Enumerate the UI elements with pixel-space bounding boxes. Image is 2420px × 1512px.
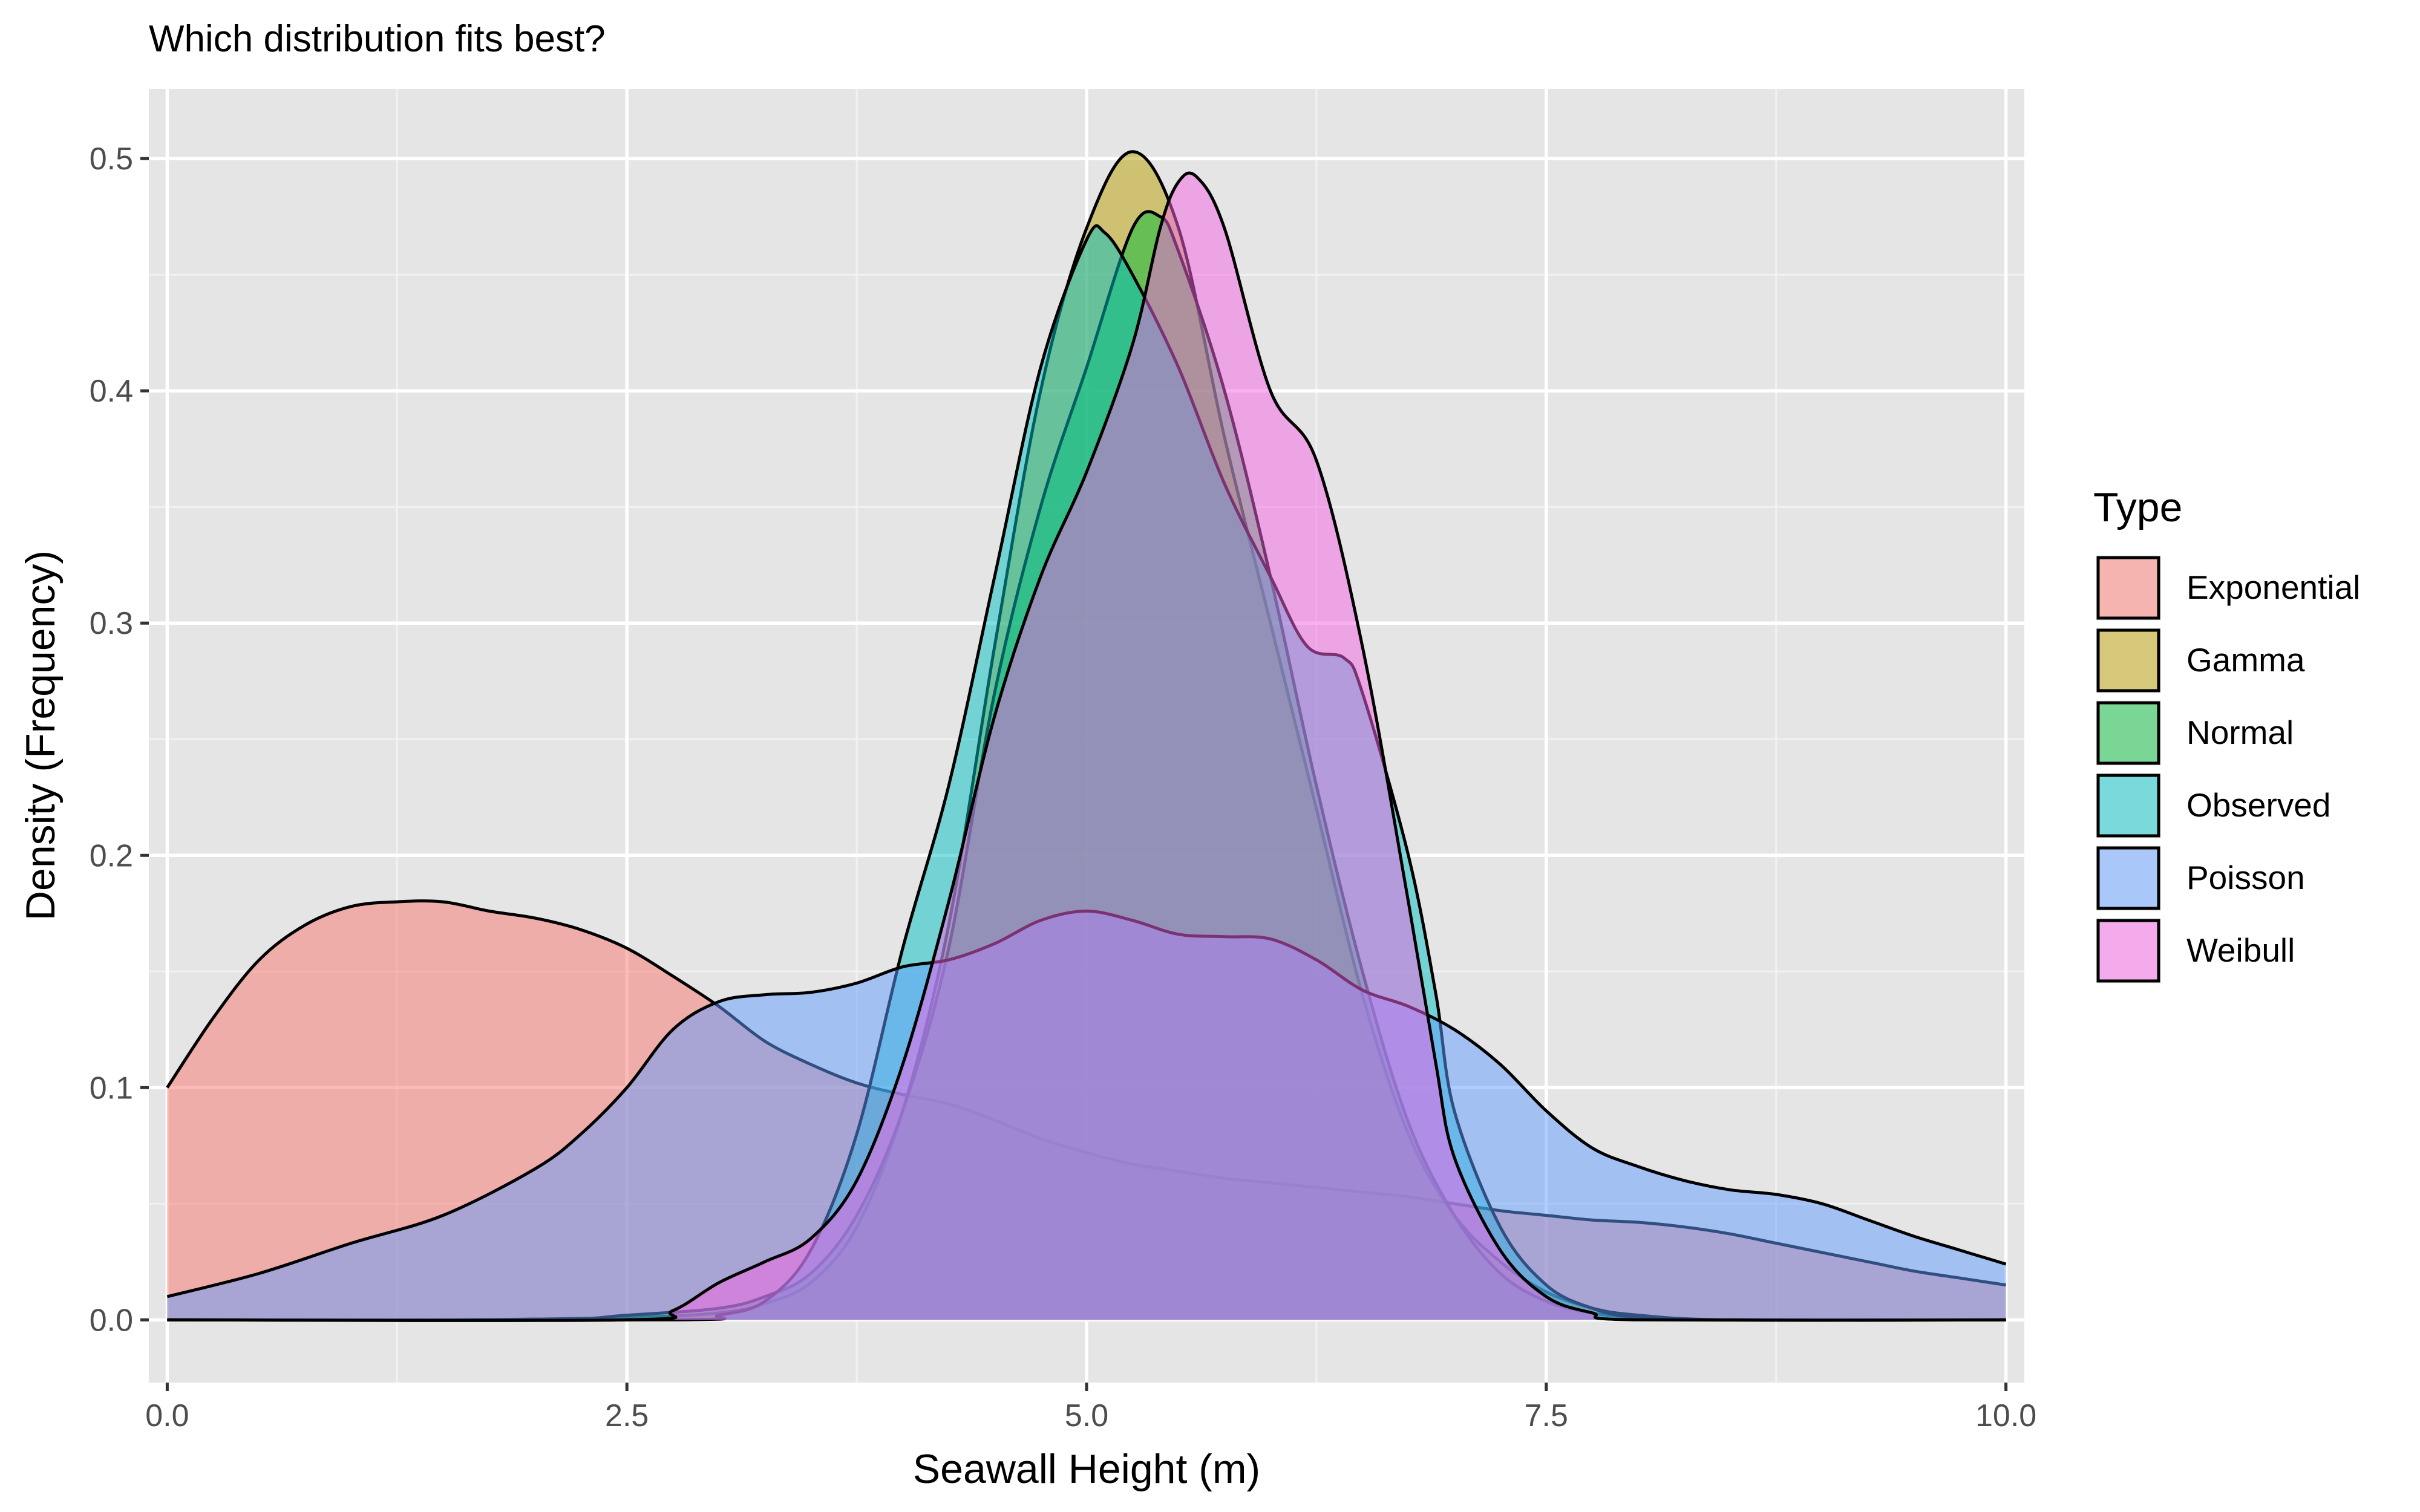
y-tick-label: 0.2 (90, 838, 133, 873)
legend: Type Exponential Gamma Normal Observed Poiss… (2093, 484, 2360, 983)
y-tick-label: 0.3 (90, 606, 133, 641)
y-tick-label: 0.1 (90, 1070, 133, 1106)
legend-title: Type (2093, 484, 2182, 530)
legend-label-poisson: Poisson (2186, 859, 2305, 896)
chart-title: Which distribution fits best? (149, 18, 606, 60)
y-tick-label: 0.0 (90, 1303, 133, 1338)
series-layer (166, 150, 2007, 1322)
y-axis-label: Density (Frequency) (18, 550, 64, 921)
x-tick-label: 7.5 (1525, 1398, 1568, 1433)
y-tick-label: 0.5 (90, 142, 133, 177)
legend-swatch-poisson (2096, 846, 2160, 910)
legend-label-normal: Normal (2186, 714, 2294, 751)
y-axis: 0.0 0.1 0.2 0.3 0.4 0.5 (90, 142, 149, 1338)
x-tick-label: 5.0 (1065, 1398, 1108, 1433)
x-axis-label: Seawall Height (m) (913, 1446, 1260, 1492)
legend-label-exponential: Exponential (2186, 569, 2360, 606)
x-axis: 0.0 2.5 5.0 7.5 10.0 (145, 1383, 2036, 1433)
x-tick-label: 0.0 (145, 1398, 189, 1433)
legend-swatch-exponential (2096, 556, 2160, 620)
density-area-weibull (167, 172, 2006, 1321)
legend-items: Exponential Gamma Normal Observed Poisson Wei… (2096, 555, 2360, 983)
density-line-weibull (167, 171, 2006, 1322)
legend-label-weibull: Weibull (2186, 931, 2295, 969)
y-tick-label: 0.4 (90, 374, 133, 409)
legend-label-gamma: Gamma (2186, 641, 2305, 679)
legend-swatch-weibull (2096, 919, 2160, 983)
legend-label-observed: Observed (2186, 786, 2330, 824)
legend-swatch-normal (2096, 701, 2160, 765)
x-tick-label: 10.0 (1975, 1398, 2036, 1433)
x-tick-label: 2.5 (605, 1398, 649, 1433)
legend-swatch-observed (2096, 774, 2160, 838)
legend-swatch-gamma (2096, 628, 2160, 692)
